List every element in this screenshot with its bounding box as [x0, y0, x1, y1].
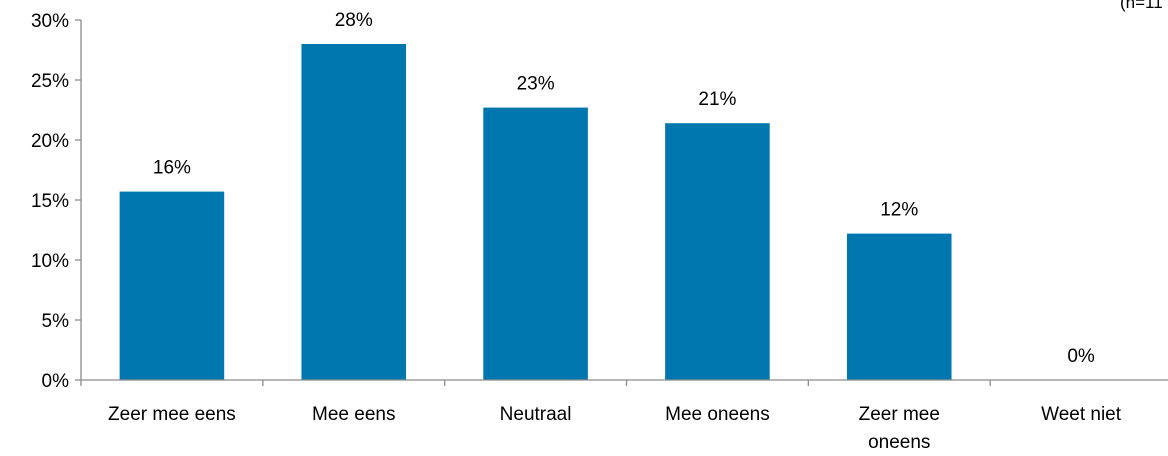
- y-tick-label: 10%: [31, 251, 69, 272]
- bar: [846, 233, 952, 380]
- bar: [665, 123, 770, 380]
- x-category-label: Weet niet: [1041, 404, 1122, 425]
- data-label: 12%: [880, 200, 918, 221]
- x-category-label: Zeer mee oneens: [859, 404, 940, 453]
- bar: [301, 44, 407, 380]
- data-label: 16%: [153, 158, 191, 179]
- x-axis-labels: Zeer mee eens Mee eens Neutraal Mee oneens Z…: [108, 404, 1122, 453]
- y-tick-label: 15%: [31, 191, 69, 212]
- data-label: 28%: [335, 10, 373, 31]
- data-labels: 16% 28% 23% 21% 12% 0%: [153, 10, 1095, 367]
- y-tick-label: 0%: [42, 371, 70, 392]
- data-label: 0%: [1067, 346, 1095, 367]
- data-label: 23%: [517, 74, 555, 95]
- x-category-label: Mee eens: [312, 404, 395, 425]
- bar: [119, 191, 225, 380]
- y-axis-ticks: 0% 5% 10% 15% 20% 25% 30%: [31, 11, 991, 392]
- x-category-label: Mee oneens: [665, 404, 770, 425]
- bar: [483, 107, 588, 380]
- y-tick-label: 5%: [42, 311, 70, 332]
- x-category-label: Zeer mee eens: [108, 404, 236, 425]
- y-tick-label: 20%: [31, 131, 69, 152]
- data-label: 21%: [698, 89, 736, 110]
- y-tick-label: 30%: [31, 11, 69, 32]
- x-category-label: Neutraal: [500, 404, 572, 425]
- bars: [119, 44, 952, 380]
- y-tick-label: 25%: [31, 71, 69, 92]
- sample-size-note: (n=11: [1120, 0, 1163, 12]
